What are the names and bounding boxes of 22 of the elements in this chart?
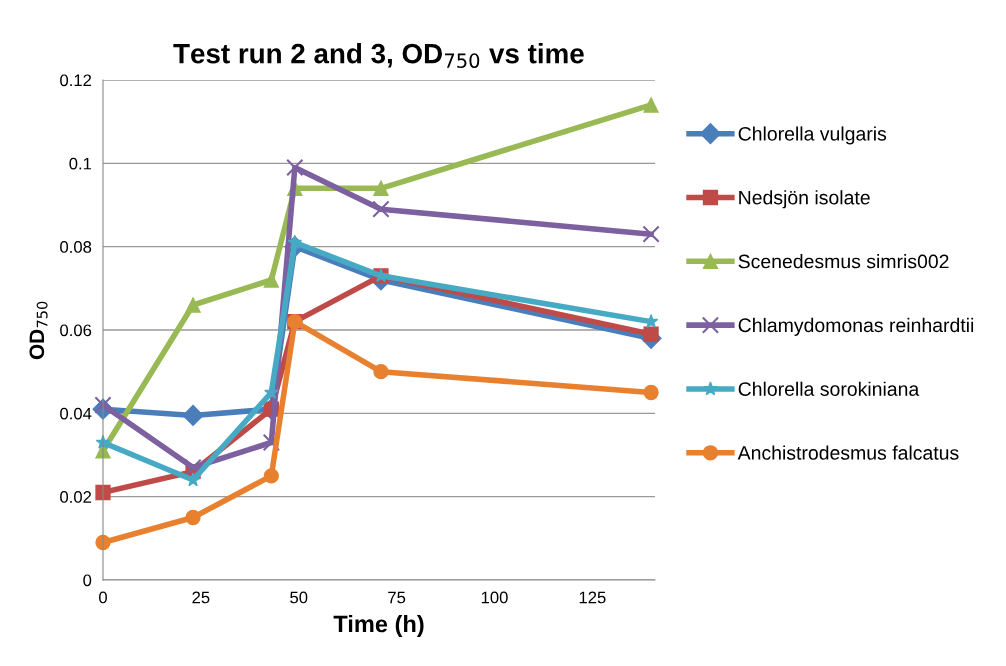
legend-label: Chlamydomonas reinhardtii <box>738 317 974 336</box>
y-tick-label: 0.1 <box>69 157 92 170</box>
legend-label: Chlorella sorokiniana <box>738 381 920 396</box>
chart-title: Test run 2 and 3, OD$_{750}$ vs time <box>173 43 584 69</box>
y-tick-label: 0.08 <box>60 241 92 253</box>
y-tick-label: 0.12 <box>60 74 92 87</box>
legend-label: Scenedesmus simris002 <box>738 254 949 269</box>
y-tick-label: 0.04 <box>60 407 92 420</box>
x-axis-title: Time (h) <box>333 614 424 637</box>
y-tick-label: 0.02 <box>60 491 92 503</box>
legend-label: Anchistrodesmus falcatus <box>737 445 959 460</box>
x-tick-label: 25 <box>192 591 210 604</box>
x-tick-label: 0 <box>99 591 107 604</box>
x-tick-label: 50 <box>290 591 308 604</box>
y-tick-label: 0.06 <box>60 324 92 337</box>
legend-label: Chlorella vulgaris <box>738 126 887 145</box>
y-axis-title: OD$_{750}$ <box>29 301 48 360</box>
x-tick-label: 75 <box>388 591 406 604</box>
x-tick-label: 125 <box>579 591 606 604</box>
x-tick-label: 100 <box>481 591 508 604</box>
legend-label: Nedsjön isolate <box>739 190 870 209</box>
y-tick-label: 0 <box>83 574 92 587</box>
